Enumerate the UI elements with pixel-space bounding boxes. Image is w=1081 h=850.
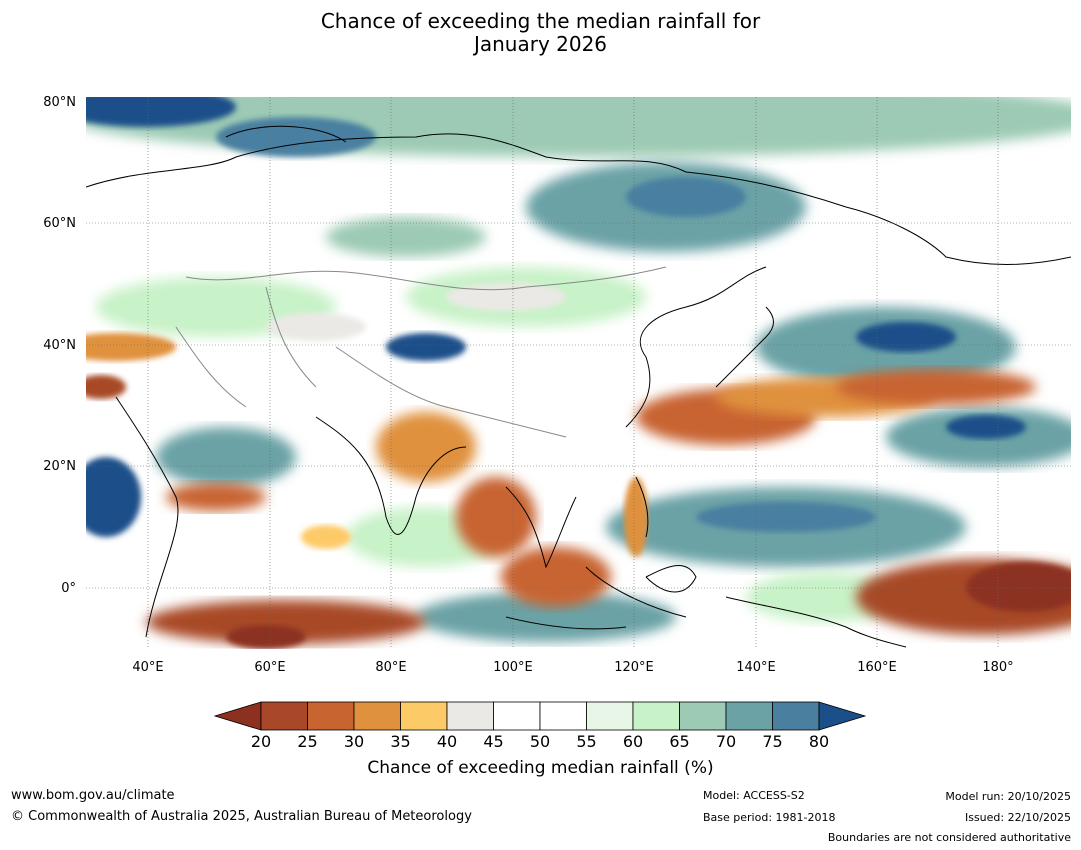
lon-label-100e: 100°E xyxy=(493,660,533,675)
model-text: Model: ACCESS-S2 xyxy=(703,789,805,802)
colorbar-cell xyxy=(539,701,587,731)
colorbar-cell xyxy=(493,701,541,731)
colorbar-cell xyxy=(725,701,773,731)
colorbar-cell xyxy=(632,701,680,731)
lon-label-40e: 40°E xyxy=(132,660,164,675)
chart-title-line1: Chance of exceeding the median rainfall … xyxy=(320,9,761,33)
lat-label-40n: 40°N xyxy=(43,338,76,353)
colorbar-cell xyxy=(307,701,355,731)
lon-label-60e: 60°E xyxy=(254,660,286,675)
wet-anomalies xyxy=(86,97,1071,642)
lat-label-0: 0° xyxy=(61,581,76,596)
colorbar-tick-label: 80 xyxy=(808,732,830,751)
colorbar xyxy=(214,701,867,731)
rainfall-map xyxy=(86,97,1071,649)
lon-label-180: 180° xyxy=(982,660,1014,675)
dry-anomalies xyxy=(86,283,1071,649)
lat-label-80n: 80°N xyxy=(43,95,76,110)
colorbar-tick-label: 40 xyxy=(436,732,458,751)
colorbar-tick-label: 45 xyxy=(483,732,504,751)
colorbar-extend-high xyxy=(818,701,867,731)
lon-label-140e: 140°E xyxy=(736,660,776,675)
lat-label-60n: 60°N xyxy=(43,216,76,231)
colorbar-tick-label: 35 xyxy=(390,732,411,751)
copyright-text: © Commonwealth of Australia 2025, Austra… xyxy=(11,809,472,824)
lon-label-120e: 120°E xyxy=(614,660,654,675)
coastlines xyxy=(86,125,1071,648)
colorbar-extend-low xyxy=(214,701,262,731)
colorbar-cell xyxy=(400,701,448,731)
colorbar-tick-label: 30 xyxy=(343,732,365,751)
base-period-text: Base period: 1981-2018 xyxy=(703,811,836,824)
lat-label-20n: 20°N xyxy=(43,459,76,474)
colorbar-cell xyxy=(260,701,308,731)
colorbar-tick-label: 25 xyxy=(297,732,318,751)
colorbar-tick-label: 50 xyxy=(529,732,551,751)
lon-label-80e: 80°E xyxy=(375,660,407,675)
website-link[interactable]: www.bom.gov.au/climate xyxy=(11,788,175,803)
colorbar-tick-label: 65 xyxy=(669,732,690,751)
colorbar-tick-label: 60 xyxy=(622,732,644,751)
colorbar-tick-label: 75 xyxy=(762,732,783,751)
colorbar-cell xyxy=(446,701,494,731)
colorbar-cell xyxy=(586,701,634,731)
chart-title-line2: January 2026 xyxy=(473,32,608,56)
colorbar-label: Chance of exceeding median rainfall (%) xyxy=(367,758,714,778)
graticule xyxy=(86,97,1071,649)
colorbar-cell xyxy=(353,701,401,731)
lon-label-160e: 160°E xyxy=(857,660,897,675)
colorbar-tick-label: 20 xyxy=(250,732,272,751)
colorbar-tick-label: 70 xyxy=(715,732,737,751)
country-borders xyxy=(175,266,667,438)
disclaimer-text: Boundaries are not considered authoritat… xyxy=(827,831,1071,844)
issued-text: Issued: 22/10/2025 xyxy=(964,811,1071,824)
model-run-text: Model run: 20/10/2025 xyxy=(945,790,1071,803)
colorbar-cell xyxy=(772,701,820,731)
colorbar-tick-label: 55 xyxy=(576,732,597,751)
colorbar-cell xyxy=(679,701,727,731)
